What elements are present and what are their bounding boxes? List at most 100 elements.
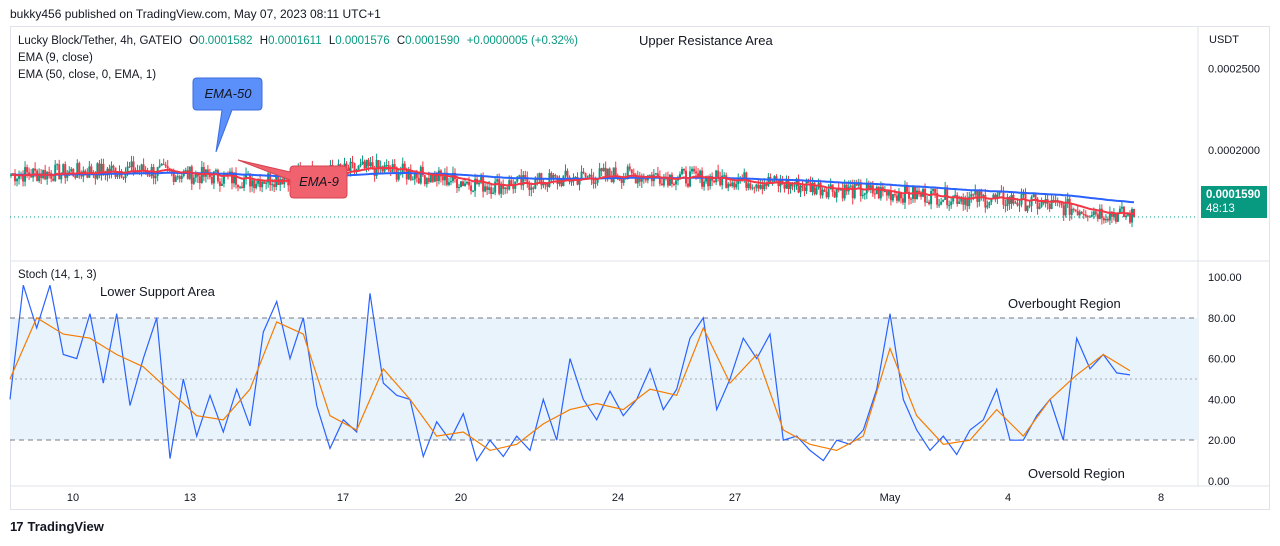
candle-body	[775, 176, 778, 181]
time-tick-label: 24	[612, 492, 624, 504]
candle-body	[357, 165, 360, 170]
stoch-legend[interactable]: Stoch (14, 1, 3)	[18, 269, 97, 281]
candle-body	[1050, 199, 1053, 209]
candle-body	[435, 172, 438, 182]
candle-body	[805, 181, 808, 192]
candle-body	[1112, 213, 1115, 217]
candle-body	[622, 177, 625, 183]
candle-body	[1118, 208, 1121, 213]
candle-body	[241, 186, 244, 188]
candle-body	[598, 168, 601, 179]
candle-body	[371, 162, 374, 170]
open-value: 0.0001582	[198, 35, 253, 47]
candle-body	[950, 201, 953, 206]
bar-countdown: 48:13	[1206, 203, 1235, 215]
candle-body	[1048, 203, 1051, 209]
candle-body	[488, 187, 491, 191]
candle-body	[279, 179, 282, 185]
candle-body	[443, 172, 446, 181]
candle-body	[942, 199, 945, 202]
stoch-tick-label: 60.00	[1208, 354, 1236, 366]
candle-body	[546, 184, 549, 187]
candle-body	[570, 181, 573, 183]
candle-body	[363, 161, 366, 168]
candle-body	[520, 175, 523, 186]
price-axis-labels: 0.0002500 0.0002000	[1208, 63, 1260, 157]
candle-body	[457, 186, 460, 188]
candle-body	[823, 189, 826, 192]
candle-body	[1074, 209, 1077, 211]
candle-body	[405, 169, 408, 180]
candle-body	[474, 178, 477, 191]
candle-body	[504, 187, 507, 189]
candle-body	[1124, 215, 1127, 218]
candle-body	[889, 190, 892, 201]
candle-body	[353, 163, 356, 172]
candle-body	[54, 164, 57, 181]
candle-body	[198, 176, 201, 183]
candle-body	[648, 174, 651, 176]
candle-body	[930, 191, 933, 205]
candle-body	[803, 187, 806, 192]
candle-body	[98, 163, 101, 176]
candle-body	[528, 184, 531, 190]
candle-body	[235, 172, 238, 185]
candle-body	[172, 172, 175, 182]
change-value: +0.0000005 (+0.32%)	[466, 35, 578, 47]
ema50-callout: EMA-50	[192, 77, 263, 153]
candle-body	[630, 169, 633, 174]
candle-body	[875, 186, 878, 195]
candle-body	[994, 194, 997, 198]
candle-body	[861, 194, 864, 197]
low-value: 0.0001576	[335, 35, 390, 47]
candle-body	[194, 173, 197, 178]
candle-body	[1006, 197, 1009, 206]
candle-body	[632, 173, 635, 175]
candle-body	[230, 171, 233, 184]
tradingview-footer[interactable]: 17 TradingView	[10, 519, 104, 534]
candle-body	[674, 180, 677, 185]
candle-body	[801, 185, 804, 188]
tradingview-brand: TradingView	[27, 519, 104, 534]
candle-body	[713, 180, 716, 183]
symbol-name: Lucky Block/Tether, 4h, GATEIO	[18, 35, 183, 47]
candle-body	[184, 170, 187, 172]
candle-body	[926, 201, 929, 203]
candle-body	[986, 205, 989, 208]
candle-body	[958, 201, 961, 204]
candle-body	[1078, 211, 1081, 216]
candle-body	[697, 173, 700, 177]
candle-body	[449, 181, 452, 183]
candle-body	[550, 173, 553, 179]
candle-body	[1096, 214, 1099, 219]
candle-body	[128, 166, 131, 168]
candle-body	[588, 174, 591, 177]
candle-body	[239, 186, 242, 188]
candle-body	[1082, 214, 1085, 216]
candle-body	[809, 182, 812, 192]
candle-body	[484, 186, 487, 192]
candle-body	[606, 168, 609, 177]
candle-body	[403, 163, 406, 170]
candle-body	[1086, 216, 1089, 218]
candle-body	[682, 169, 685, 171]
candle-body	[100, 163, 103, 176]
candle-body	[58, 164, 61, 180]
candle-body	[1024, 193, 1027, 211]
last-price-value: 0.0001590	[1206, 189, 1261, 201]
symbol-legend[interactable]: Lucky Block/Tether, 4h, GATEIO O0.000158…	[18, 35, 578, 47]
candle-body	[18, 175, 21, 179]
currency-label[interactable]: USDT	[1209, 34, 1239, 46]
candle-body	[765, 183, 768, 186]
candle-body	[640, 175, 643, 182]
candle-body	[130, 161, 133, 168]
ema50-legend[interactable]: EMA (50, close, 0, EMA, 1)	[18, 69, 157, 81]
candle-body	[425, 178, 428, 185]
ema9-legend[interactable]: EMA (9, close)	[18, 52, 93, 64]
candle-body	[883, 191, 886, 193]
candle-body	[907, 191, 910, 199]
tradingview-logo-icon: 17	[10, 519, 24, 534]
candle-body	[656, 173, 659, 177]
candle-body	[891, 194, 894, 201]
